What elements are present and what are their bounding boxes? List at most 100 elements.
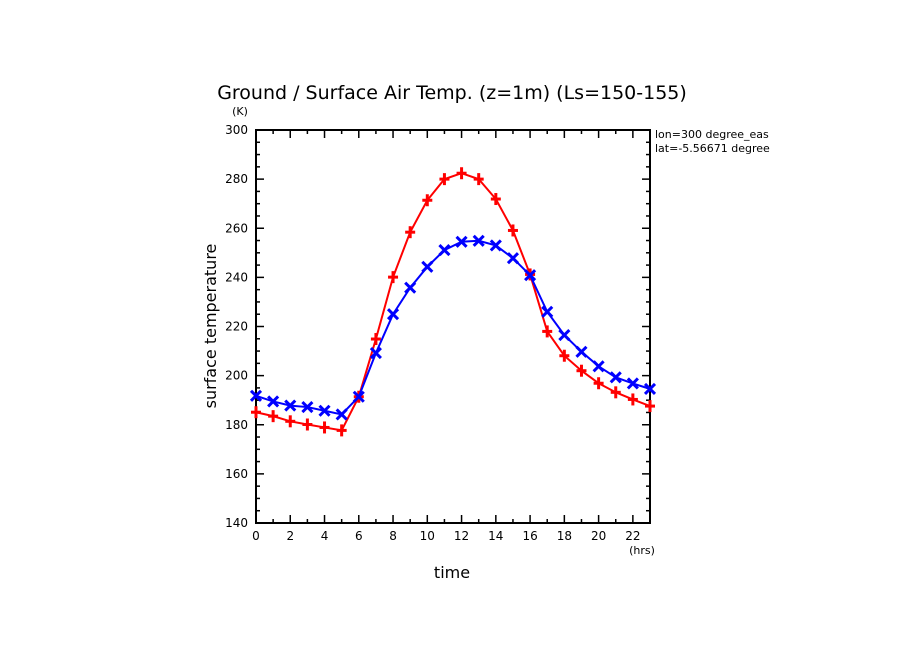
data-point-0 bbox=[336, 424, 347, 437]
x-marker-b bbox=[335, 408, 348, 421]
data-point-0 bbox=[593, 377, 604, 390]
series-line-0 bbox=[255, 172, 651, 432]
data-point-0 bbox=[542, 325, 553, 338]
x-marker-b bbox=[421, 260, 434, 273]
data-point-1 bbox=[335, 408, 348, 421]
x-marker-b bbox=[404, 281, 417, 294]
x-tick-label: 8 bbox=[389, 529, 397, 543]
y-tick-label: 280 bbox=[225, 172, 248, 186]
chart-title: Ground / Surface Air Temp. (z=1m) (Ls=15… bbox=[217, 82, 687, 104]
data-point-0 bbox=[285, 415, 296, 428]
x-tick-label: 18 bbox=[557, 529, 572, 543]
series-group bbox=[249, 167, 657, 437]
data-point-1 bbox=[643, 382, 657, 395]
data-point-0 bbox=[370, 333, 381, 346]
x-marker-b bbox=[386, 308, 400, 321]
x-marker-b bbox=[438, 244, 451, 257]
data-point-1 bbox=[541, 305, 554, 318]
data-point-1 bbox=[592, 360, 605, 373]
x-tick-label: 20 bbox=[591, 529, 606, 543]
y-tick-label: 200 bbox=[225, 369, 248, 383]
x-tick-label: 16 bbox=[522, 529, 537, 543]
data-point-0 bbox=[490, 193, 501, 206]
plot-frame bbox=[255, 129, 651, 524]
data-point-0 bbox=[559, 349, 570, 362]
x-marker-b bbox=[524, 269, 537, 282]
x-marker-b bbox=[558, 329, 571, 342]
x-tick-label: 14 bbox=[488, 529, 503, 543]
x-marker-b bbox=[455, 235, 468, 248]
data-point-1 bbox=[455, 235, 468, 248]
data-point-0 bbox=[302, 418, 313, 431]
y-unit-label: (K) bbox=[232, 105, 248, 118]
data-point-1 bbox=[472, 234, 485, 247]
data-point-1 bbox=[369, 346, 382, 360]
x-tick-label: 4 bbox=[321, 529, 329, 543]
x-marker-b bbox=[592, 360, 605, 373]
data-point-0 bbox=[439, 173, 450, 186]
data-point-1 bbox=[249, 389, 263, 402]
y-tick-label: 260 bbox=[225, 221, 248, 235]
axes: 140 160 180 200 220 240 260 280 300 0 2 4 6 8 10 12 14 16… bbox=[225, 123, 651, 543]
data-point-1 bbox=[284, 399, 297, 412]
x-tick-label: 12 bbox=[454, 529, 469, 543]
x-marker-b bbox=[352, 390, 365, 403]
x-marker-b bbox=[301, 401, 314, 414]
y-tick-label: 300 bbox=[225, 123, 248, 137]
lon-annotation: lon=300 degree_eas bbox=[655, 128, 769, 141]
data-point-0 bbox=[388, 271, 399, 284]
data-point-1 bbox=[524, 269, 537, 282]
x-marker-b bbox=[472, 234, 485, 247]
data-point-1 bbox=[506, 252, 520, 265]
data-point-0 bbox=[507, 224, 518, 237]
x-marker-b bbox=[249, 389, 263, 402]
data-point-1 bbox=[558, 329, 571, 342]
data-point-0 bbox=[456, 167, 467, 180]
x-marker-b bbox=[609, 371, 622, 384]
x-marker-b bbox=[506, 252, 520, 265]
y-tick-label: 180 bbox=[225, 418, 248, 432]
y-tick-label: 140 bbox=[225, 516, 248, 530]
y-tick-label: 160 bbox=[225, 467, 248, 481]
data-point-1 bbox=[626, 377, 639, 390]
data-point-0 bbox=[268, 410, 279, 423]
data-point-1 bbox=[575, 345, 588, 358]
data-point-0 bbox=[576, 364, 587, 377]
lat-annotation: lat=-5.56671 degree bbox=[655, 142, 770, 155]
x-axis-label: time bbox=[434, 563, 470, 582]
x-marker-b bbox=[489, 239, 502, 252]
data-point-1 bbox=[489, 239, 502, 252]
x-marker-b bbox=[267, 395, 280, 408]
data-point-1 bbox=[404, 281, 417, 294]
x-marker-b bbox=[626, 377, 639, 390]
data-point-0 bbox=[405, 226, 416, 239]
x-marker-b bbox=[318, 404, 331, 417]
data-point-1 bbox=[386, 308, 400, 321]
data-point-0 bbox=[251, 406, 261, 419]
data-point-1 bbox=[609, 371, 622, 384]
data-point-0 bbox=[319, 421, 330, 434]
data-point-0 bbox=[473, 173, 484, 186]
x-marker-b bbox=[643, 382, 657, 395]
data-point-1 bbox=[438, 244, 451, 257]
y-axis-label: surface temperature bbox=[201, 244, 220, 409]
data-point-1 bbox=[421, 260, 434, 273]
x-tick-label: 6 bbox=[355, 529, 363, 543]
data-point-0 bbox=[627, 393, 638, 406]
x-tick-label: 10 bbox=[420, 529, 435, 543]
data-point-1 bbox=[352, 390, 365, 403]
x-tick-label: 2 bbox=[286, 529, 294, 543]
data-point-0 bbox=[610, 386, 621, 399]
x-unit-label: (hrs) bbox=[629, 544, 655, 557]
data-point-1 bbox=[301, 401, 314, 414]
x-marker-b bbox=[575, 345, 588, 358]
data-point-0 bbox=[422, 194, 433, 207]
x-marker-b bbox=[284, 399, 297, 412]
x-marker-b bbox=[369, 346, 382, 360]
series-line-1 bbox=[255, 239, 651, 416]
x-marker-b bbox=[541, 305, 554, 318]
data-point-0 bbox=[645, 400, 655, 413]
x-tick-label: 0 bbox=[252, 529, 260, 543]
